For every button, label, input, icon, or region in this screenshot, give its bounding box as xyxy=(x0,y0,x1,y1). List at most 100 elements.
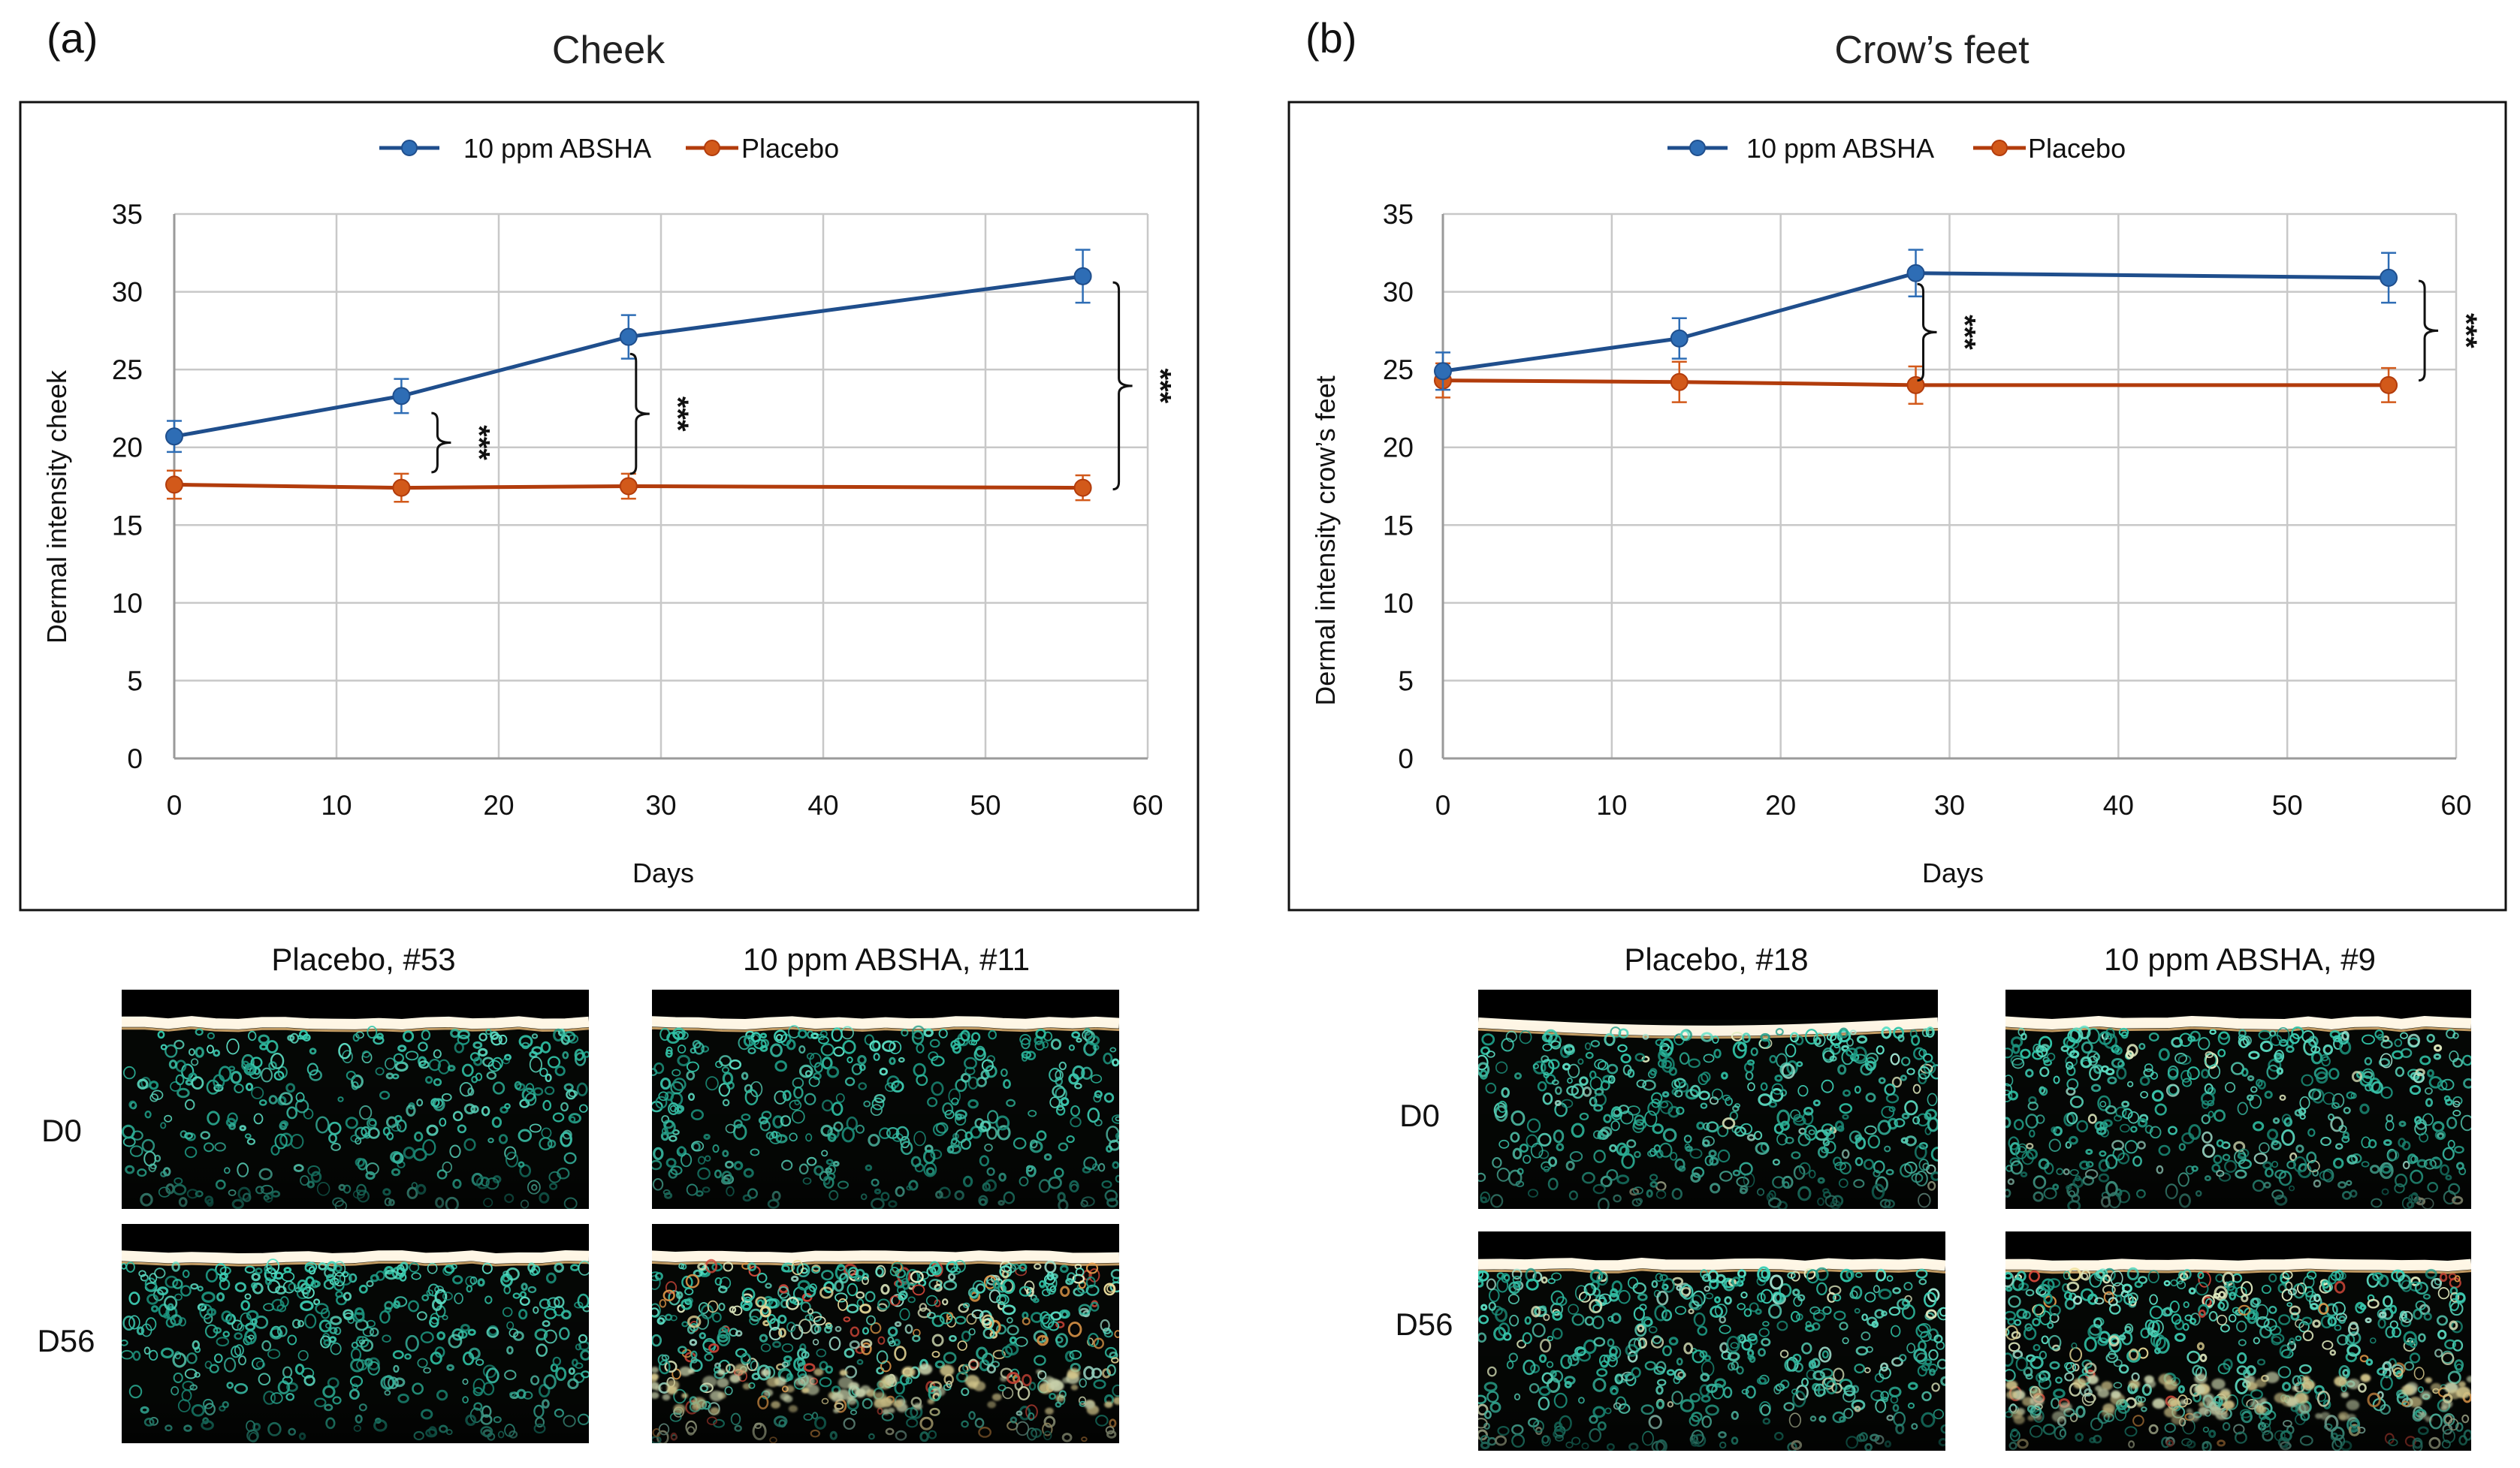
grid-b-row-label-d0: D0 xyxy=(1399,1098,1440,1133)
point-b-placebo-14 xyxy=(1670,372,1689,391)
panel-a-legend: 10 ppm ABSHA Placebo xyxy=(379,133,839,164)
tile-content xyxy=(1478,1231,1945,1451)
legend-a-placebo-marker xyxy=(704,140,720,156)
skin-image-b-placebo-d0 xyxy=(1478,990,1938,1209)
panel-b-chart-frame xyxy=(1287,101,2507,912)
xtick-label-b-20: 20 xyxy=(1765,790,1796,821)
legend-a-absha-marker xyxy=(401,140,418,156)
tile-content xyxy=(2005,990,2471,1209)
xtick-label-a-20: 20 xyxy=(483,790,514,821)
ytick-label-a-35: 35 xyxy=(112,199,143,230)
grid-a-row-label-d0: D0 xyxy=(41,1113,82,1148)
ytick-label-a-0: 0 xyxy=(127,743,143,774)
tile-content xyxy=(122,990,589,1209)
xtick-label-b-10: 10 xyxy=(1596,790,1627,821)
xtick-label-a-50: 50 xyxy=(970,790,1000,821)
tile-top-band xyxy=(1478,1231,1945,1262)
tile-content xyxy=(652,990,1119,1209)
panel-b-xlabel: Days xyxy=(1922,858,1984,888)
skin-image-a-absha-d56 xyxy=(652,1224,1119,1443)
ytick-label-b-0: 0 xyxy=(1398,743,1414,774)
tile-depth-fade xyxy=(652,1020,1119,1209)
grid-a-col-title-placebo: Placebo, #53 xyxy=(271,942,455,977)
legend-b-placebo-label: Placebo xyxy=(2028,133,2126,164)
point-b-absha-0 xyxy=(1434,362,1452,381)
skin-image-a-placebo-d0 xyxy=(122,990,589,1209)
xtick-label-b-30: 30 xyxy=(1934,790,1965,821)
grid-a-row-label-d56: D56 xyxy=(37,1323,95,1358)
image-grid-b: Placebo, #18 10 ppm ABSHA, #9 D0 D56 xyxy=(1395,942,2471,1451)
ytick-label-b-10: 10 xyxy=(1383,588,1414,619)
skin-image-b-absha-d0 xyxy=(2005,990,2471,1209)
tile-depth-fade xyxy=(2005,1020,2471,1209)
point-a-placebo-0 xyxy=(165,475,183,494)
significance-label-a-14: *** xyxy=(462,425,495,460)
xtick-label-a-10: 10 xyxy=(321,790,352,821)
series-line-b-absha xyxy=(1442,271,2389,373)
panel-a-title: Cheek xyxy=(552,29,665,72)
point-a-placebo-28 xyxy=(619,477,638,496)
point-b-placebo-56 xyxy=(2380,375,2398,394)
tile-content xyxy=(1478,990,1938,1209)
ytick-label-b-5: 5 xyxy=(1398,665,1414,696)
legend-b-absha-marker xyxy=(1689,140,1706,156)
grid-a-col-title-absha: 10 ppm ABSHA, #11 xyxy=(743,942,1030,977)
tile-depth-fade xyxy=(1478,1262,1945,1451)
xtick-label-a-0: 0 xyxy=(167,790,183,821)
ytick-label-a-20: 20 xyxy=(112,433,143,463)
skin-image-a-placebo-d56 xyxy=(122,1224,589,1443)
point-a-absha-14 xyxy=(392,387,411,405)
tile-top-band xyxy=(122,990,589,1020)
tile-depth-fade xyxy=(122,1254,589,1443)
legend-b-placebo-marker xyxy=(1991,140,2008,156)
xtick-label-a-60: 60 xyxy=(1132,790,1163,821)
series-line-b-placebo xyxy=(1442,378,2389,387)
panel-a-letter: (a) xyxy=(47,14,98,62)
ytick-label-b-15: 15 xyxy=(1383,510,1414,541)
skin-image-b-absha-d56 xyxy=(2005,1231,2471,1451)
panel-a-cheek: (a) Cheek 10 ppm ABSHA Placebo 0 5 10 15 20 2… xyxy=(19,14,1200,912)
xtick-label-b-60: 60 xyxy=(2440,790,2471,821)
ytick-label-a-5: 5 xyxy=(127,665,143,696)
grid-b-row-label-d56: D56 xyxy=(1395,1307,1453,1342)
ytick-label-b-30: 30 xyxy=(1383,277,1414,308)
ytick-label-a-25: 25 xyxy=(112,354,143,385)
point-a-placebo-14 xyxy=(392,478,411,497)
tile-content xyxy=(2005,1231,2471,1451)
skin-image-b-placebo-d56 xyxy=(1478,1231,1945,1451)
tile-depth-fade xyxy=(1478,1020,1938,1209)
tile-top-band xyxy=(652,990,1119,1020)
panel-b-letter: (b) xyxy=(1305,14,1357,62)
series-line-a-placebo xyxy=(174,482,1083,490)
xtick-label-a-30: 30 xyxy=(645,790,676,821)
ytick-label-a-30: 30 xyxy=(112,277,143,308)
ytick-label-a-15: 15 xyxy=(112,510,143,541)
ytick-label-b-20: 20 xyxy=(1383,433,1414,463)
panel-b-legend: 10 ppm ABSHA Placebo xyxy=(1667,133,2126,164)
legend-a-placebo-label: Placebo xyxy=(741,133,839,164)
ytick-label-b-35: 35 xyxy=(1383,199,1414,230)
point-a-absha-56 xyxy=(1073,267,1092,285)
significance-bracket-b-28 xyxy=(1917,282,1937,382)
legend-a-absha-label: 10 ppm ABSHA xyxy=(463,133,651,164)
tile-depth-fade xyxy=(122,1020,589,1209)
panel-a-xlabel: Days xyxy=(632,858,694,888)
panel-b-title: Crow’s feet xyxy=(1834,29,2030,72)
point-b-absha-56 xyxy=(2380,268,2398,287)
panel-a-chart-frame xyxy=(19,101,1200,912)
xtick-label-b-40: 40 xyxy=(2103,790,2134,821)
xtick-label-b-0: 0 xyxy=(1435,790,1451,821)
tile-top-band xyxy=(2005,1231,2471,1262)
tile-top-band xyxy=(652,1224,1119,1254)
tile-top-band xyxy=(122,1224,589,1254)
significance-bracket-a-56 xyxy=(1112,281,1133,491)
significance-bracket-b-56 xyxy=(2418,279,2439,382)
tile-content xyxy=(122,1224,589,1443)
plot-area-b: 0 5 10 15 20 25 30 35 0 10 20 30 40 50 60 *** *** xyxy=(1383,199,2482,821)
tile-depth-fade xyxy=(2005,1262,2471,1451)
panel-b-crows-feet: (b) Crow’s feet 10 ppm ABSHA Placebo 0 5 1… xyxy=(1287,14,2507,912)
significance-label-b-28: *** xyxy=(1948,315,1981,350)
xtick-label-b-50: 50 xyxy=(2272,790,2303,821)
image-grid-a: Placebo, #53 10 ppm ABSHA, #11 D0 D56 xyxy=(37,942,1119,1443)
